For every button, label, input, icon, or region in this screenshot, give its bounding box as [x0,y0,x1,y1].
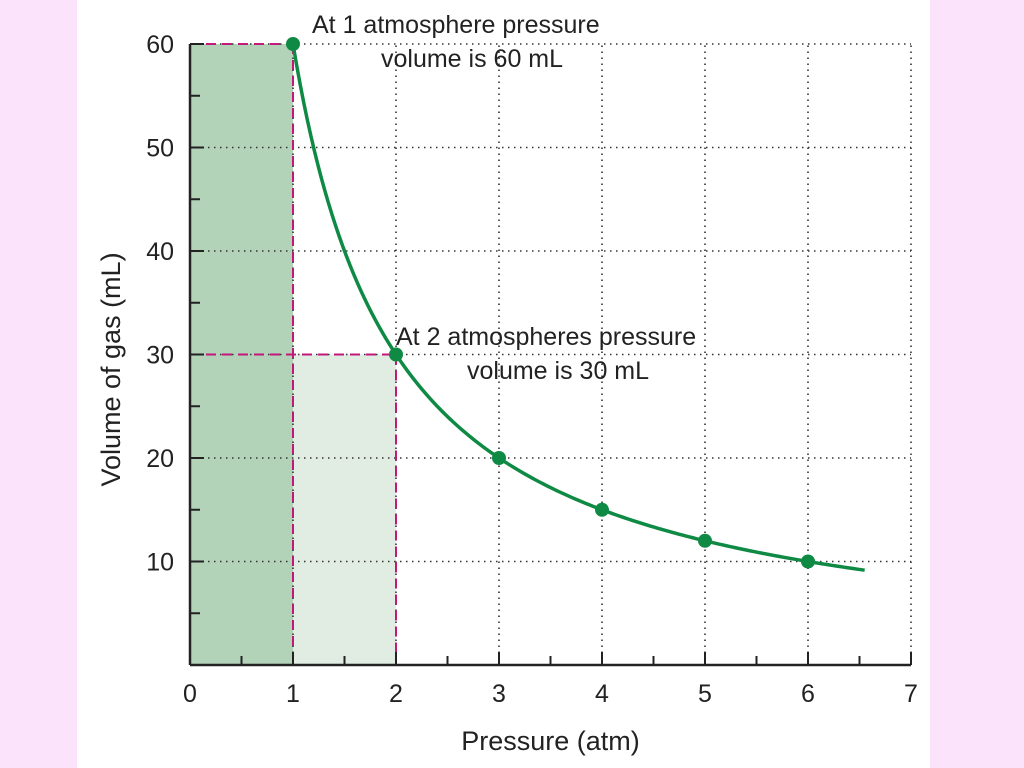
x-tick-label-6: 6 [801,680,815,708]
x-tick-label-7: 7 [904,680,918,708]
annotation-2-line-2: volume is 30 mL [467,357,649,385]
y-tick-label-20: 20 [146,445,174,473]
y-tick-label-30: 30 [146,342,174,370]
boyles-law-chart: 0 1 2 3 4 5 6 7 10 20 30 40 50 60 At 1 atmosphere pre… [96,11,918,756]
x-tick-label-3: 3 [492,680,506,708]
data-point-3-20 [492,451,506,465]
shaded-region-light [293,354,396,665]
y-tick-label-40: 40 [146,238,174,266]
curve-group [291,43,865,572]
y-tick-label-50: 50 [146,135,174,163]
annotation-1-line-1: At 1 atmosphere pressure [312,11,600,39]
guide-lines [190,43,397,665]
data-point-5-12 [698,533,712,548]
x-axis-title: Pressure (atm) [461,726,640,756]
tick-marks [189,43,912,665]
annotation-2-line-1: At 2 atmospheres pressure [396,323,696,351]
pressure-volume-curve [291,43,865,572]
slide: 0 1 2 3 4 5 6 7 10 20 30 40 50 60 At 1 atmosphere pre… [77,0,930,768]
y-tick-label-60: 60 [146,31,174,59]
data-point-6-10 [801,554,815,569]
x-tick-label-5: 5 [698,680,712,708]
data-point-4-15 [595,502,609,517]
annotation-1-line-2: volume is 60 mL [381,45,563,73]
x-tick-label-0: 0 [183,680,197,708]
x-tick-label-4: 4 [595,680,609,708]
x-tick-label-2: 2 [389,680,403,708]
data-point-1-60 [286,37,300,51]
annotations: At 1 atmosphere pressure volume is 60 mL A… [312,11,696,385]
y-axis-title: Volume of gas (mL) [96,252,126,486]
x-tick-label-1: 1 [286,680,300,708]
y-tick-label-10: 10 [146,549,174,577]
data-points [286,37,815,569]
tick-labels: 0 1 2 3 4 5 6 7 10 20 30 40 50 60 [146,31,918,708]
data-point-2-30 [389,347,403,362]
